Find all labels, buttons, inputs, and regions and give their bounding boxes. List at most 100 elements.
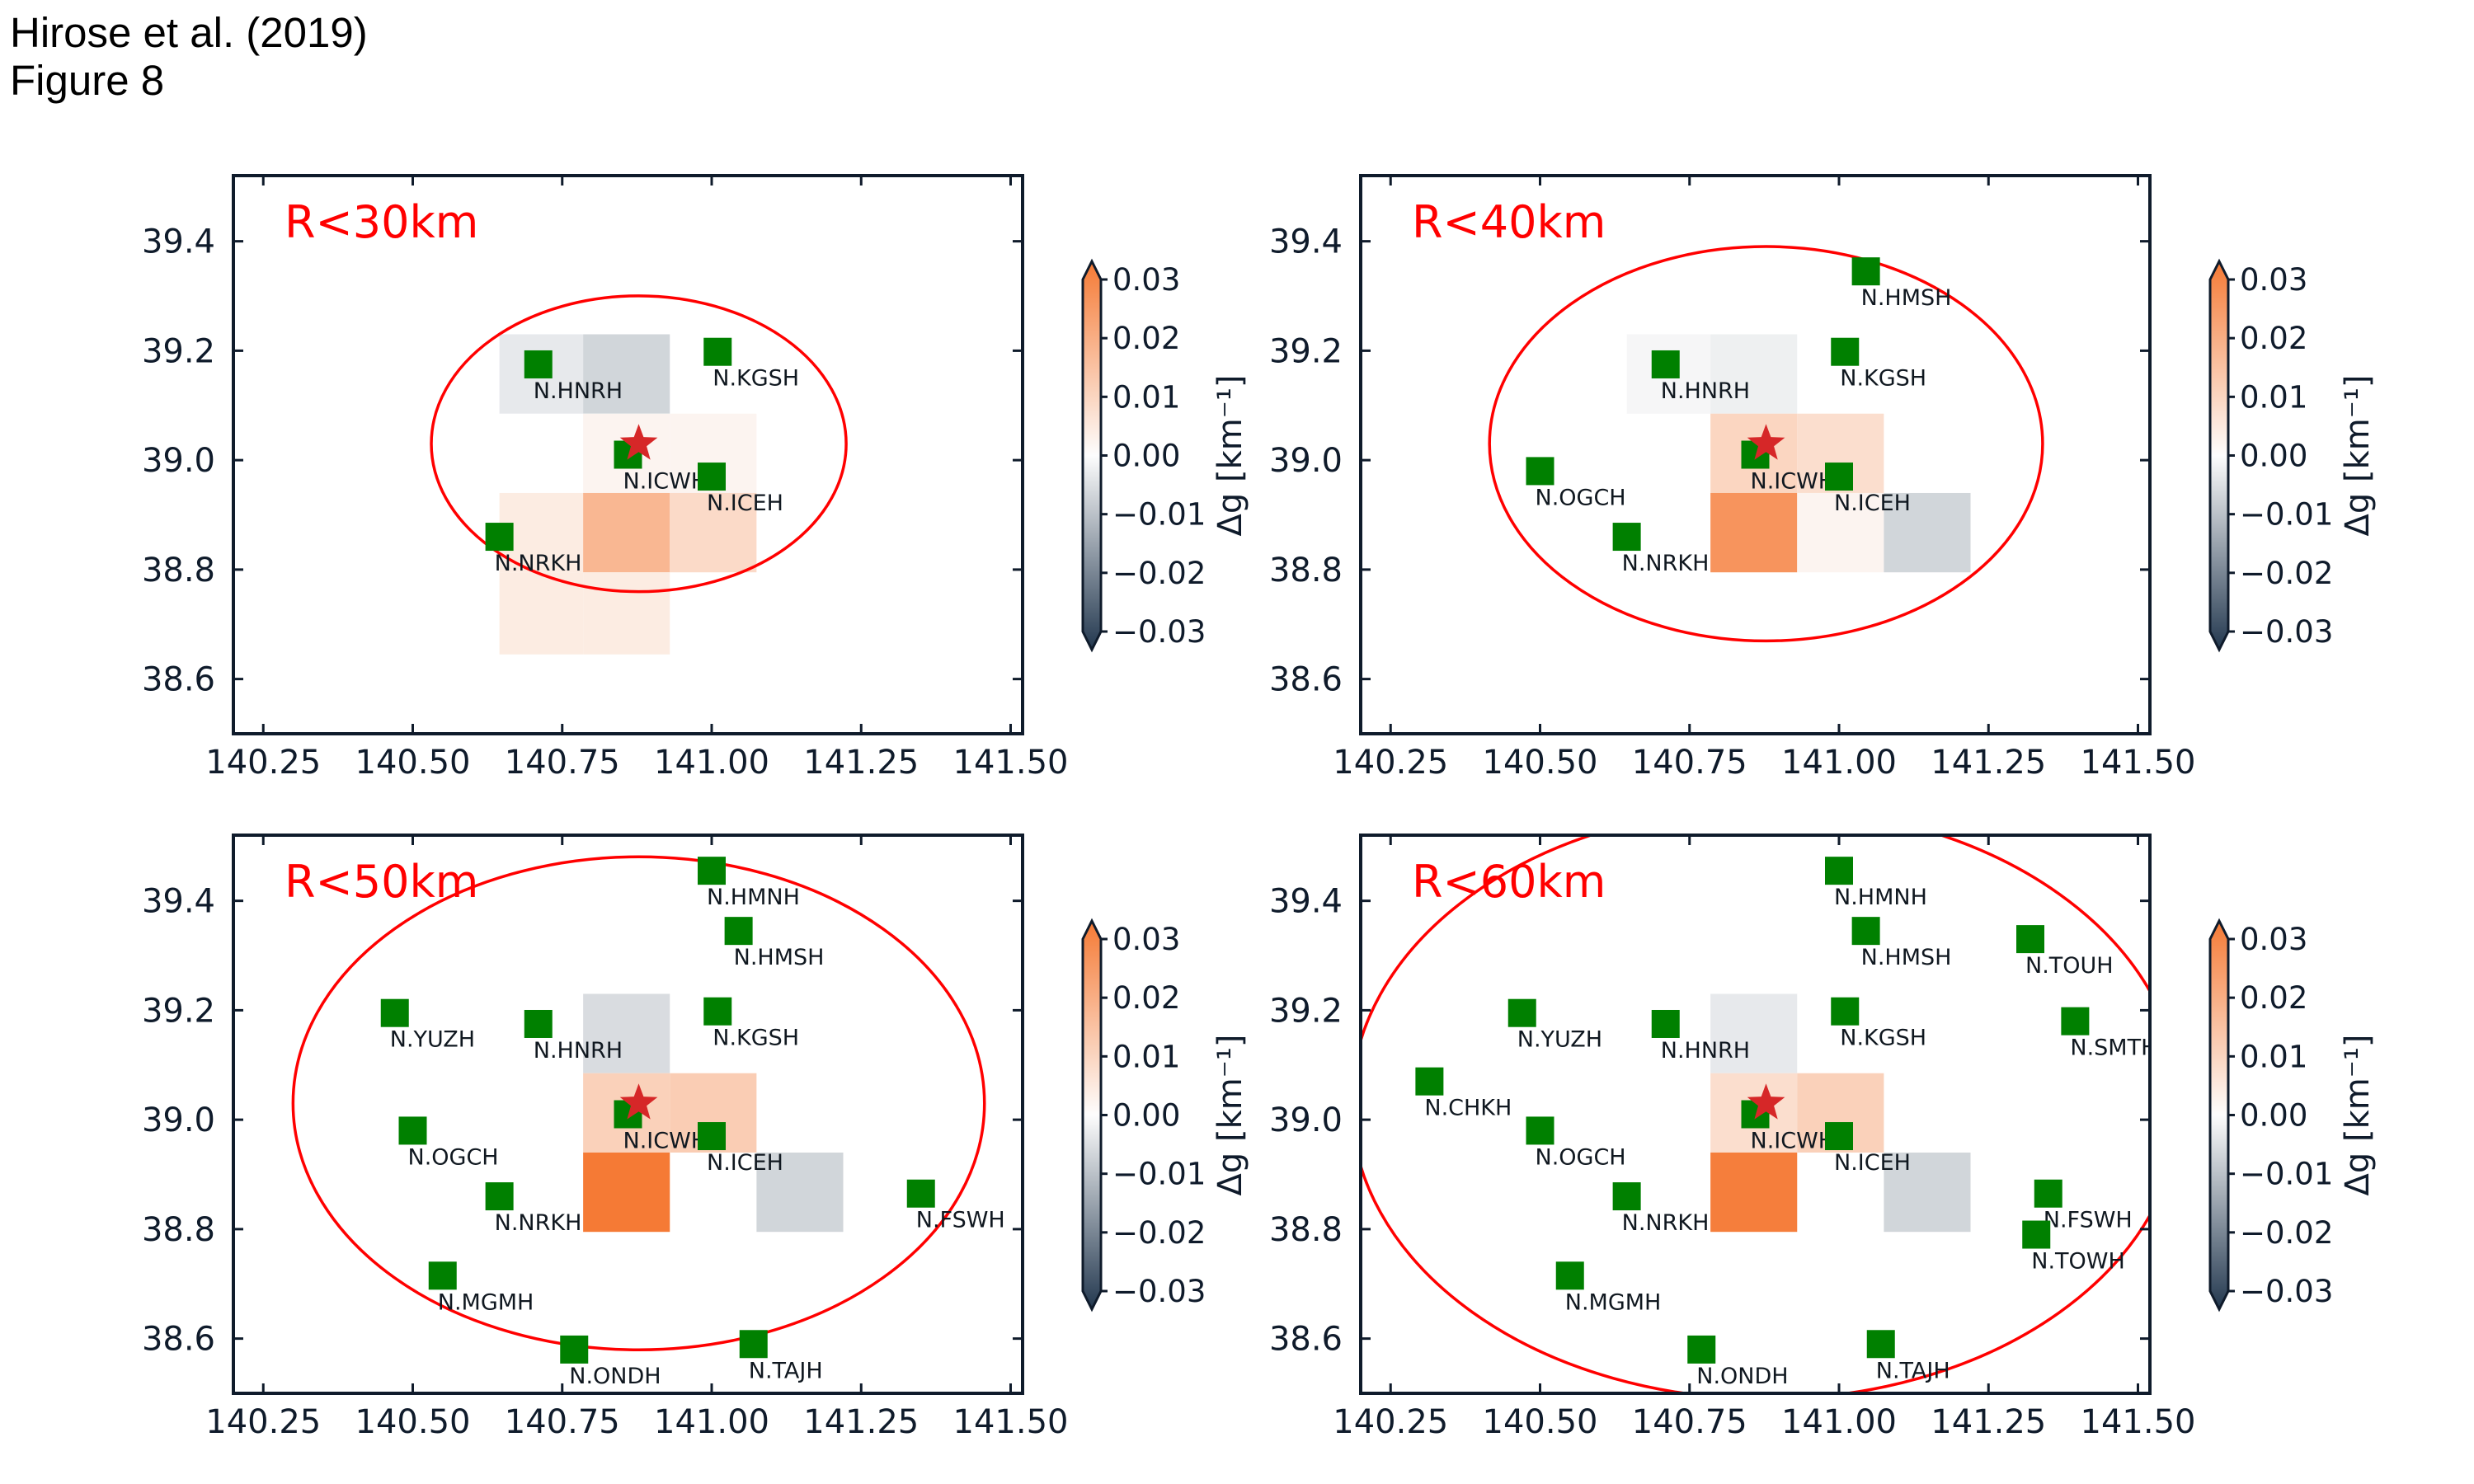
station-label: N.TAJH: [749, 1358, 823, 1383]
heatmap-cell: [583, 572, 670, 655]
heatmap-cell: [1710, 1152, 1798, 1233]
station-marker: [1612, 523, 1641, 552]
y-tick-label: 39.2: [1269, 332, 1343, 370]
plot-area: N.HMNH N.HMSH N.YUZH N.HNRH N.KGSH N.ICWH N.OG…: [291, 855, 1005, 1389]
station-label: N.OGCH: [1536, 1144, 1626, 1170]
x-tick-label: 140.50: [355, 1403, 471, 1441]
x-tick-label: 140.75: [505, 744, 620, 782]
station-n-iceh: N.ICEH: [1825, 1122, 1911, 1176]
heatmap-cell: [583, 334, 670, 414]
y-tick-label: 38.6: [142, 1321, 215, 1359]
station-label: N.ICWH: [1751, 1129, 1836, 1154]
station-n-nrkh: N.NRKH: [485, 523, 581, 576]
station-n-yuzh: N.YUZH: [380, 998, 475, 1053]
station-label: N.HNRH: [534, 378, 623, 404]
heatmap-cell: [583, 492, 670, 573]
station-label: N.ICEH: [1834, 1150, 1911, 1176]
search-radius-circle: [1488, 245, 2044, 643]
colorbar: 0.03 0.02 0.01 0.00 −0.01 −0.02 −0.03 Δg [km⁻¹]: [1081, 258, 1249, 653]
x-tick-label: 141.50: [2081, 1403, 2196, 1441]
station-n-hnrh: N.HNRH: [1651, 350, 1750, 404]
colorbar-tick-label: −0.02: [1112, 556, 1206, 591]
map-panel-2: N.HMSH N.HNRH N.KGSH N.ICWH N.OGCH N.ICEH N.NR…: [1269, 174, 2377, 782]
station-n-ondh: N.ONDH: [560, 1335, 661, 1389]
x-tick-label: 141.00: [1781, 1403, 1897, 1441]
station-marker: [524, 1009, 553, 1038]
y-tick-label: 39.0: [142, 1101, 215, 1139]
station-n-smth: N.SMTH: [2061, 1007, 2157, 1061]
colorbar-tick-label: 0.03: [1112, 262, 1180, 298]
x-tick-label: 140.25: [1333, 1403, 1448, 1441]
station-marker: [1526, 1116, 1554, 1145]
station-n-fswh: N.FSWH: [2034, 1179, 2133, 1233]
station-marker: [1651, 1009, 1680, 1038]
colorbar-label: Δg [km⁻¹]: [1211, 375, 1249, 537]
colorbar: 0.03 0.02 0.01 0.00 −0.01 −0.02 −0.03 Δg [km⁻¹]: [2208, 258, 2377, 653]
colorbar-tick-label: −0.02: [2240, 556, 2333, 591]
station-label: N.ICWH: [623, 1129, 708, 1154]
station-n-iceh: N.ICEH: [698, 463, 783, 516]
station-n-hmsh: N.HMSH: [724, 917, 824, 970]
station-n-touh: N.TOUH: [2016, 925, 2114, 979]
heatmap-cell: [670, 492, 757, 573]
x-tick-label: 140.25: [205, 1403, 321, 1441]
colorbar-tick-label: −0.03: [1112, 1274, 1206, 1309]
station-marker: [485, 523, 514, 552]
station-label: N.SMTH: [2070, 1036, 2157, 1061]
plot-frame: [232, 834, 1024, 1395]
station-label: N.NRKH: [495, 1210, 582, 1236]
station-label: N.FSWH: [916, 1208, 1005, 1233]
x-tick-label: 141.00: [654, 1403, 769, 1441]
station-label: N.CHKH: [1424, 1096, 1512, 1121]
station-marker: [2022, 1220, 2051, 1249]
station-n-kgsh: N.KGSH: [703, 997, 799, 1051]
station-label: N.HMSH: [1861, 945, 1952, 970]
station-n-nrkh: N.NRKH: [1612, 523, 1709, 576]
station-label: N.YUZH: [1517, 1027, 1602, 1053]
station-label: N.HMNH: [707, 885, 800, 910]
station-marker: [428, 1261, 457, 1290]
colorbar-tick-label: −0.01: [2240, 1157, 2333, 1192]
station-n-hnrh: N.HNRH: [1651, 1009, 1750, 1064]
colorbar-tick-label: 0.01: [1112, 1039, 1180, 1074]
station-label: N.NRKH: [1622, 1210, 1710, 1236]
search-radius-circle: [430, 294, 848, 594]
colorbar-label: Δg [km⁻¹]: [2339, 1035, 2377, 1196]
x-tick-label: 140.75: [1632, 744, 1747, 782]
heatmap-cell: [1884, 492, 1971, 573]
station-n-ogch: N.OGCH: [1526, 1116, 1626, 1170]
station-marker: [1651, 350, 1680, 378]
station-marker: [1825, 463, 1853, 491]
y-tick-label: 39.0: [142, 442, 215, 480]
station-marker: [2016, 925, 2044, 954]
y-tick-label: 39.0: [1269, 1101, 1343, 1139]
station-label: N.HNRH: [1661, 1038, 1750, 1064]
station-n-hnrh: N.HNRH: [524, 350, 623, 404]
x-tick-label: 140.50: [1483, 744, 1598, 782]
colorbar-tick-label: −0.01: [1112, 1157, 1206, 1192]
station-marker: [1825, 857, 1853, 885]
station-marker: [380, 998, 409, 1027]
station-n-ondh: N.ONDH: [1687, 1335, 1789, 1389]
station-n-chkh: N.CHKH: [1415, 1067, 1512, 1121]
station-marker: [703, 337, 732, 366]
heatmap-cell: [583, 993, 670, 1073]
station-n-hnrh: N.HNRH: [524, 1009, 623, 1064]
plot-frame: [1359, 834, 2152, 1395]
colorbar-gradient: [2208, 918, 2230, 1313]
x-tick-label: 141.50: [2081, 744, 2196, 782]
y-tick-label: 39.2: [142, 992, 215, 1030]
station-n-icwh: N.ICWH: [1741, 440, 1835, 495]
colorbar: 0.03 0.02 0.01 0.00 −0.01 −0.02 −0.03 Δg [km⁻¹]: [2208, 918, 2377, 1313]
figure-number: Figure 8: [10, 57, 165, 104]
station-label: N.KGSH: [1840, 366, 1926, 392]
station-label: N.KGSH: [713, 366, 799, 392]
station-n-mgmh: N.MGMH: [428, 1261, 534, 1315]
station-n-tajh: N.TAJH: [739, 1330, 823, 1383]
epicenter-star: [1747, 424, 1785, 460]
station-marker: [2061, 1007, 2090, 1036]
station-label: N.TAJH: [1876, 1358, 1950, 1383]
colorbar-tick-label: −0.02: [1112, 1215, 1206, 1251]
y-tick-label: 39.2: [142, 332, 215, 370]
station-label: N.MGMH: [1565, 1289, 1662, 1315]
